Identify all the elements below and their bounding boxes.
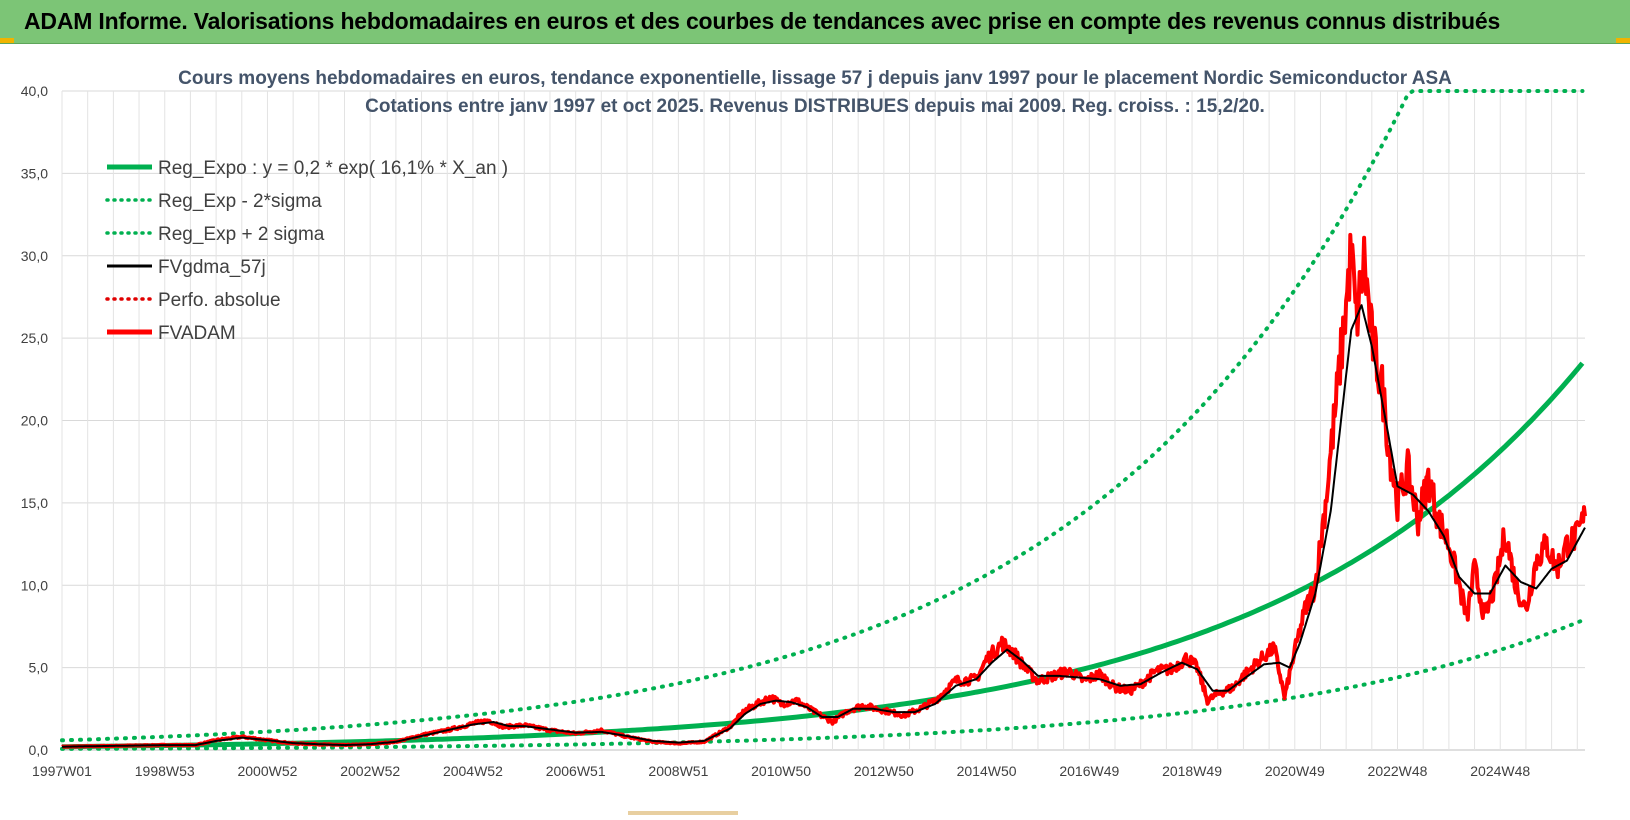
- x-tick-label: 2024W48: [1470, 763, 1530, 779]
- legend-label-4: Perfo. absolue: [158, 290, 281, 311]
- y-tick-label: 0,0: [29, 742, 49, 758]
- series-fvadam: [61, 232, 1587, 749]
- series-fvgdma-57j: [62, 304, 1586, 748]
- x-tick-label: 2008W51: [648, 763, 708, 779]
- x-tick-label: 1997W01: [32, 763, 92, 779]
- series-reg-exp-plus-2-sigma: [60, 89, 1585, 743]
- header-banner: ADAM Informe. Valorisations hebdomadaire…: [0, 0, 1630, 44]
- banner-accent-left: [0, 38, 14, 43]
- y-tick-label: 15,0: [21, 495, 48, 511]
- legend-label-5: FVADAM: [158, 323, 236, 344]
- x-tick-label: 1998W53: [135, 763, 195, 779]
- chart-svg: 0,0 5,0 10,0 15,0 20,0 25,0 30,0 35,0 40,0 1997W0…: [21, 68, 1587, 779]
- x-tick-label: 2002W52: [340, 763, 400, 779]
- banner-title: ADAM Informe. Valorisations hebdomadaire…: [24, 8, 1501, 34]
- y-tick-label: 40,0: [21, 83, 48, 99]
- chart-title-line1: Cours moyens hebdomadaires en euros, ten…: [178, 68, 1452, 89]
- y-tick-label: 20,0: [21, 413, 48, 429]
- chart-area: 0,0 5,0 10,0 15,0 20,0 25,0 30,0 35,0 40,0 1997W0…: [0, 44, 1630, 815]
- x-tick-label: 2016W49: [1059, 763, 1119, 779]
- y-tick-label: 35,0: [21, 165, 48, 181]
- legend: Reg_Expo : y = 0,2 * exp( 16,1% * X_an )…: [105, 158, 508, 344]
- x-tick-label: 2004W52: [443, 763, 503, 779]
- y-tick-label: 10,0: [21, 577, 48, 593]
- gridlines: [61, 90, 1585, 751]
- y-tick-label: 30,0: [21, 248, 48, 264]
- y-tick-label: 25,0: [21, 330, 48, 346]
- chart-title-line2: Cotations entre janv 1997 et oct 2025. R…: [365, 96, 1265, 117]
- legend-label-3: FVgdma_57j: [158, 257, 266, 278]
- x-tick-label: 2012W50: [854, 763, 914, 779]
- legend-label-2: Reg_Exp + 2 sigma: [158, 224, 325, 245]
- axes: 0,0 5,0 10,0 15,0 20,0 25,0 30,0 35,0 40,0 1997W0…: [21, 83, 1531, 779]
- x-tick-label: 2018W49: [1162, 763, 1222, 779]
- series-group: [60, 89, 1587, 751]
- legend-label-0: Reg_Expo : y = 0,2 * exp( 16,1% * X_an ): [158, 158, 508, 179]
- series-reg-exp-minus-2-sigma: [60, 618, 1585, 751]
- banner-accent-right: [1616, 38, 1630, 43]
- x-tick-label: 2006W51: [546, 763, 606, 779]
- x-tick-label: 2020W49: [1265, 763, 1325, 779]
- x-tick-label: 2010W50: [751, 763, 811, 779]
- y-tick-label: 5,0: [29, 660, 49, 676]
- legend-label-1: Reg_Exp - 2*sigma: [158, 191, 322, 212]
- x-tick-label: 2000W52: [237, 763, 297, 779]
- bottom-decoration: [628, 811, 738, 815]
- x-tick-label: 2022W48: [1368, 763, 1428, 779]
- x-tick-label: 2014W50: [957, 763, 1017, 779]
